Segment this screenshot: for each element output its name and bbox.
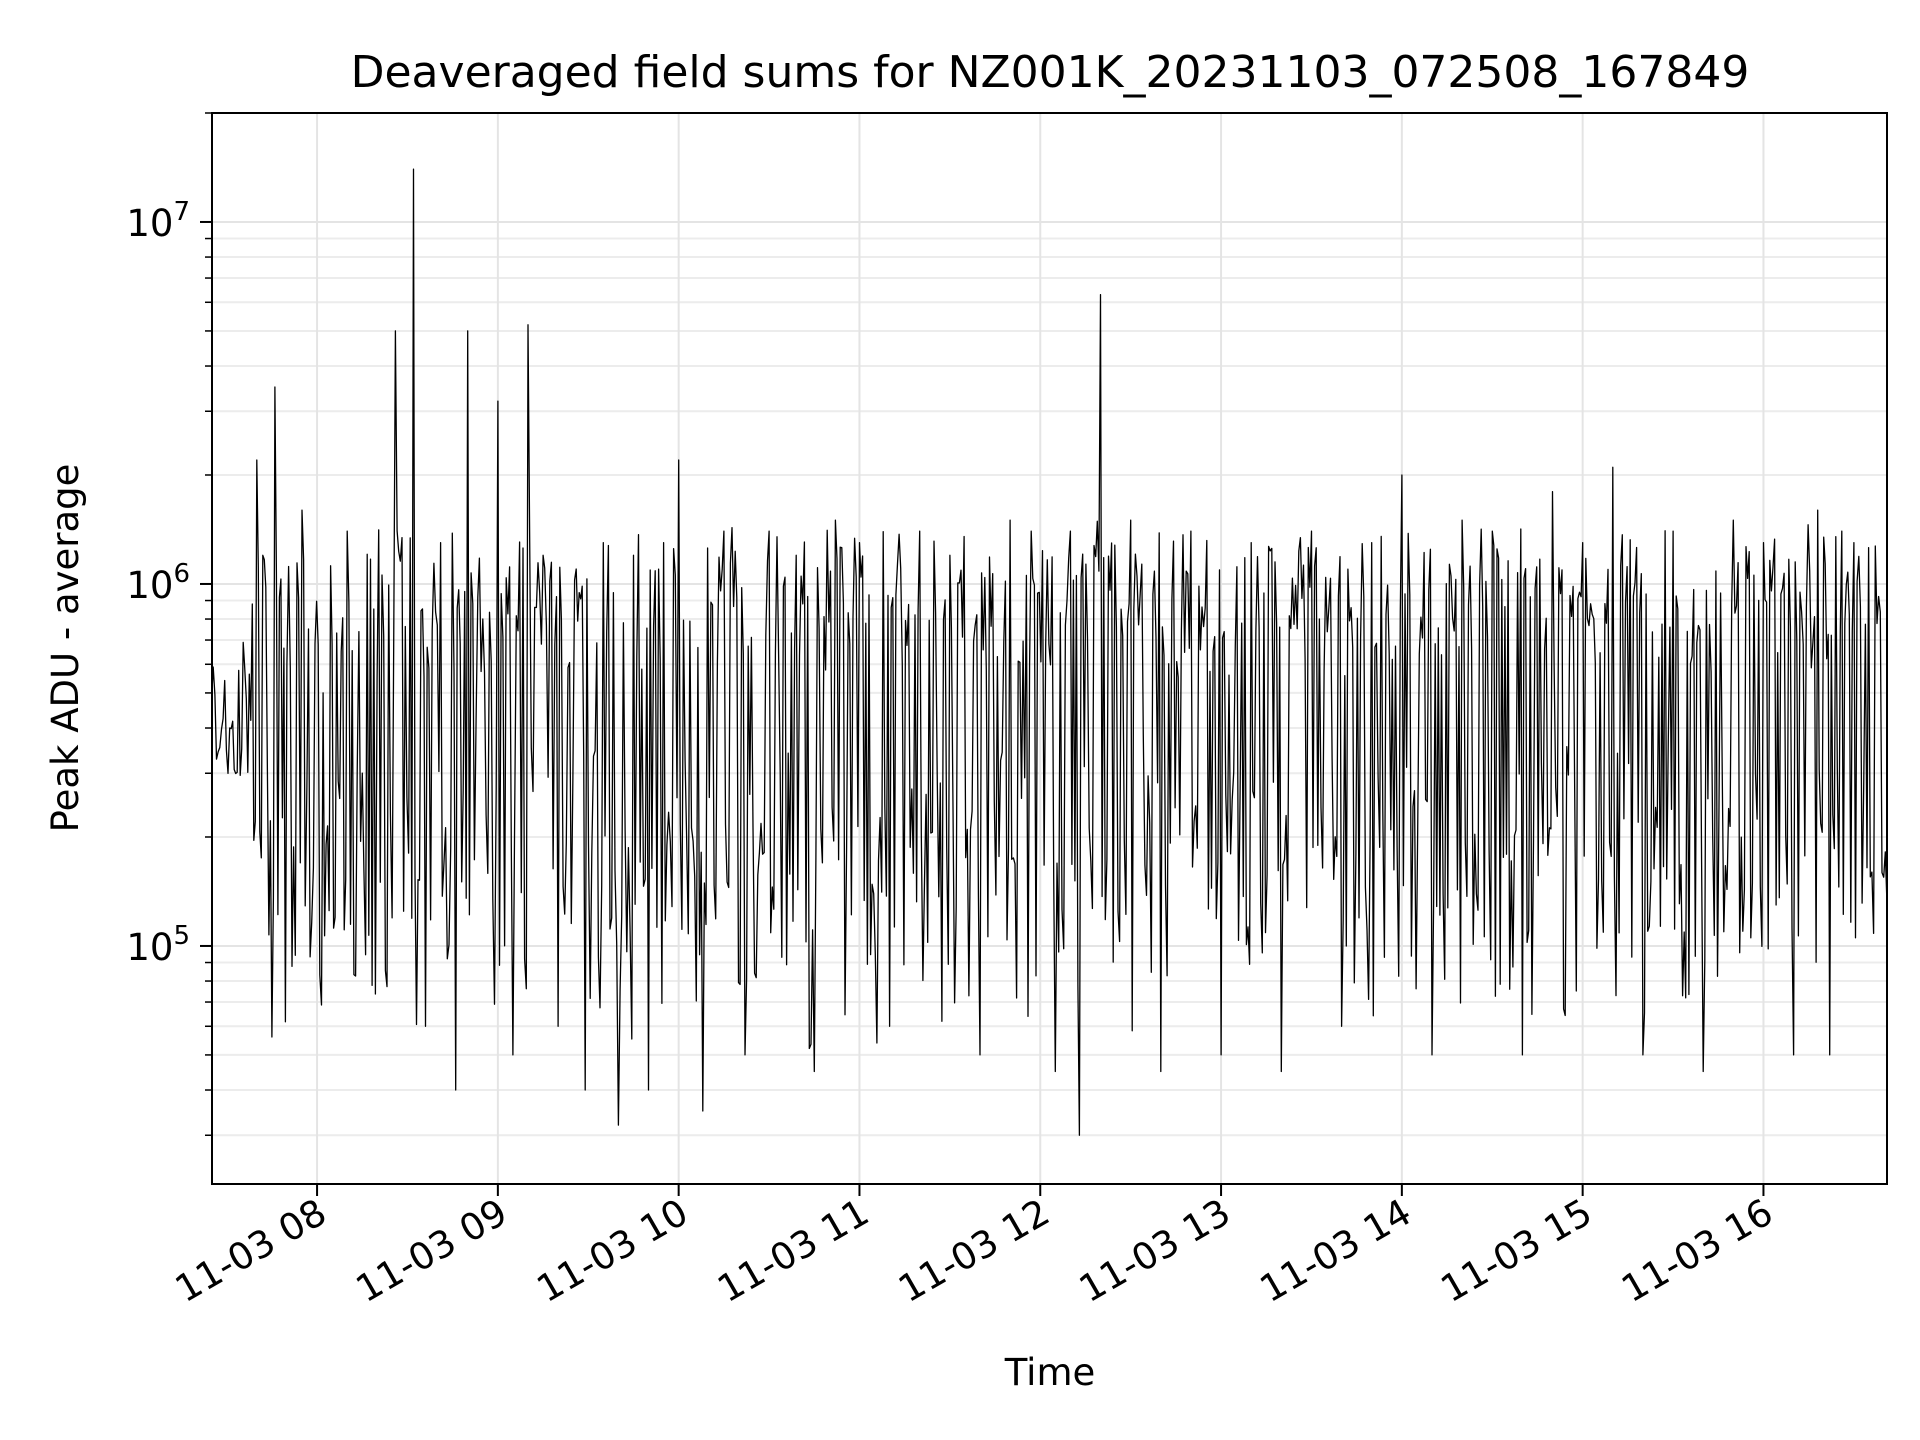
y-axis-ticks: 105 106 107: [126, 197, 212, 969]
plot-frame: [211, 112, 1888, 1185]
y-tick-label: 105: [126, 921, 190, 969]
plot-area: [212, 168, 1887, 1136]
y-tick-label: 106: [126, 559, 190, 607]
chart-title: Deaveraged field sums for NZ001K_2023110…: [351, 47, 1750, 98]
series-line: [212, 168, 1887, 1136]
minor-grid: [205, 112, 1887, 1137]
y-axis-label: Peak ADU - average: [44, 464, 87, 833]
x-axis-label: Time: [1004, 1351, 1096, 1394]
y-tick-label: 107: [126, 197, 190, 245]
